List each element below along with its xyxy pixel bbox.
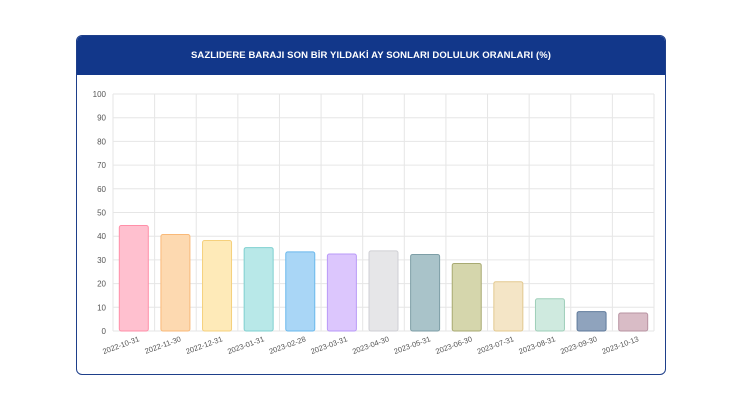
y-tick-label: 40	[97, 232, 106, 241]
x-tick-label: 2023-10-13	[601, 334, 640, 356]
bar	[534, 298, 565, 332]
x-tick-label: 2022-11-30	[143, 334, 182, 355]
y-tick-label: 0	[102, 327, 107, 336]
y-tick-label: 60	[97, 185, 106, 194]
bar	[285, 251, 316, 332]
x-tick-label: 2023-04-30	[351, 334, 390, 356]
x-tick-label: 2023-03-31	[309, 334, 348, 356]
y-tick-label: 20	[97, 280, 106, 289]
bar	[243, 247, 274, 332]
x-tick-label: 2023-08-31	[518, 334, 557, 356]
bar	[576, 311, 607, 332]
x-tick-label: 2023-05-31	[393, 334, 432, 356]
y-tick-label: 100	[93, 90, 107, 99]
y-tick-label: 90	[97, 114, 106, 123]
bar	[368, 250, 399, 332]
y-tick-label: 10	[97, 303, 106, 312]
y-tick-label: 70	[97, 161, 106, 170]
x-tick-label: 2023-01-31	[226, 334, 265, 356]
bar	[451, 262, 482, 332]
bar	[326, 253, 357, 332]
bar	[410, 253, 441, 332]
x-tick-label: 2023-09-30	[559, 334, 598, 356]
bar	[160, 234, 191, 332]
bar	[202, 239, 233, 332]
chart-title: SAZLIDERE BARAJI SON BİR YILDAKİ AY SONL…	[190, 50, 552, 61]
y-tick-label: 30	[97, 256, 106, 265]
x-tick-label: 2023-07-31	[476, 334, 515, 356]
y-tick-label: 50	[97, 209, 106, 218]
x-tick-label: 2023-02-28	[268, 334, 307, 356]
card-header: SAZLIDERE BARAJI SON BİR YILDAKİ AY SONL…	[77, 36, 665, 75]
bar	[493, 281, 524, 332]
y-tick-label: 80	[97, 137, 106, 146]
x-tick-label: 2022-12-31	[185, 334, 224, 356]
x-tick-label: 2023-06-30	[434, 334, 473, 356]
bar	[118, 225, 149, 332]
x-tick-label: 2022-10-31	[101, 334, 140, 356]
bar	[618, 312, 649, 332]
